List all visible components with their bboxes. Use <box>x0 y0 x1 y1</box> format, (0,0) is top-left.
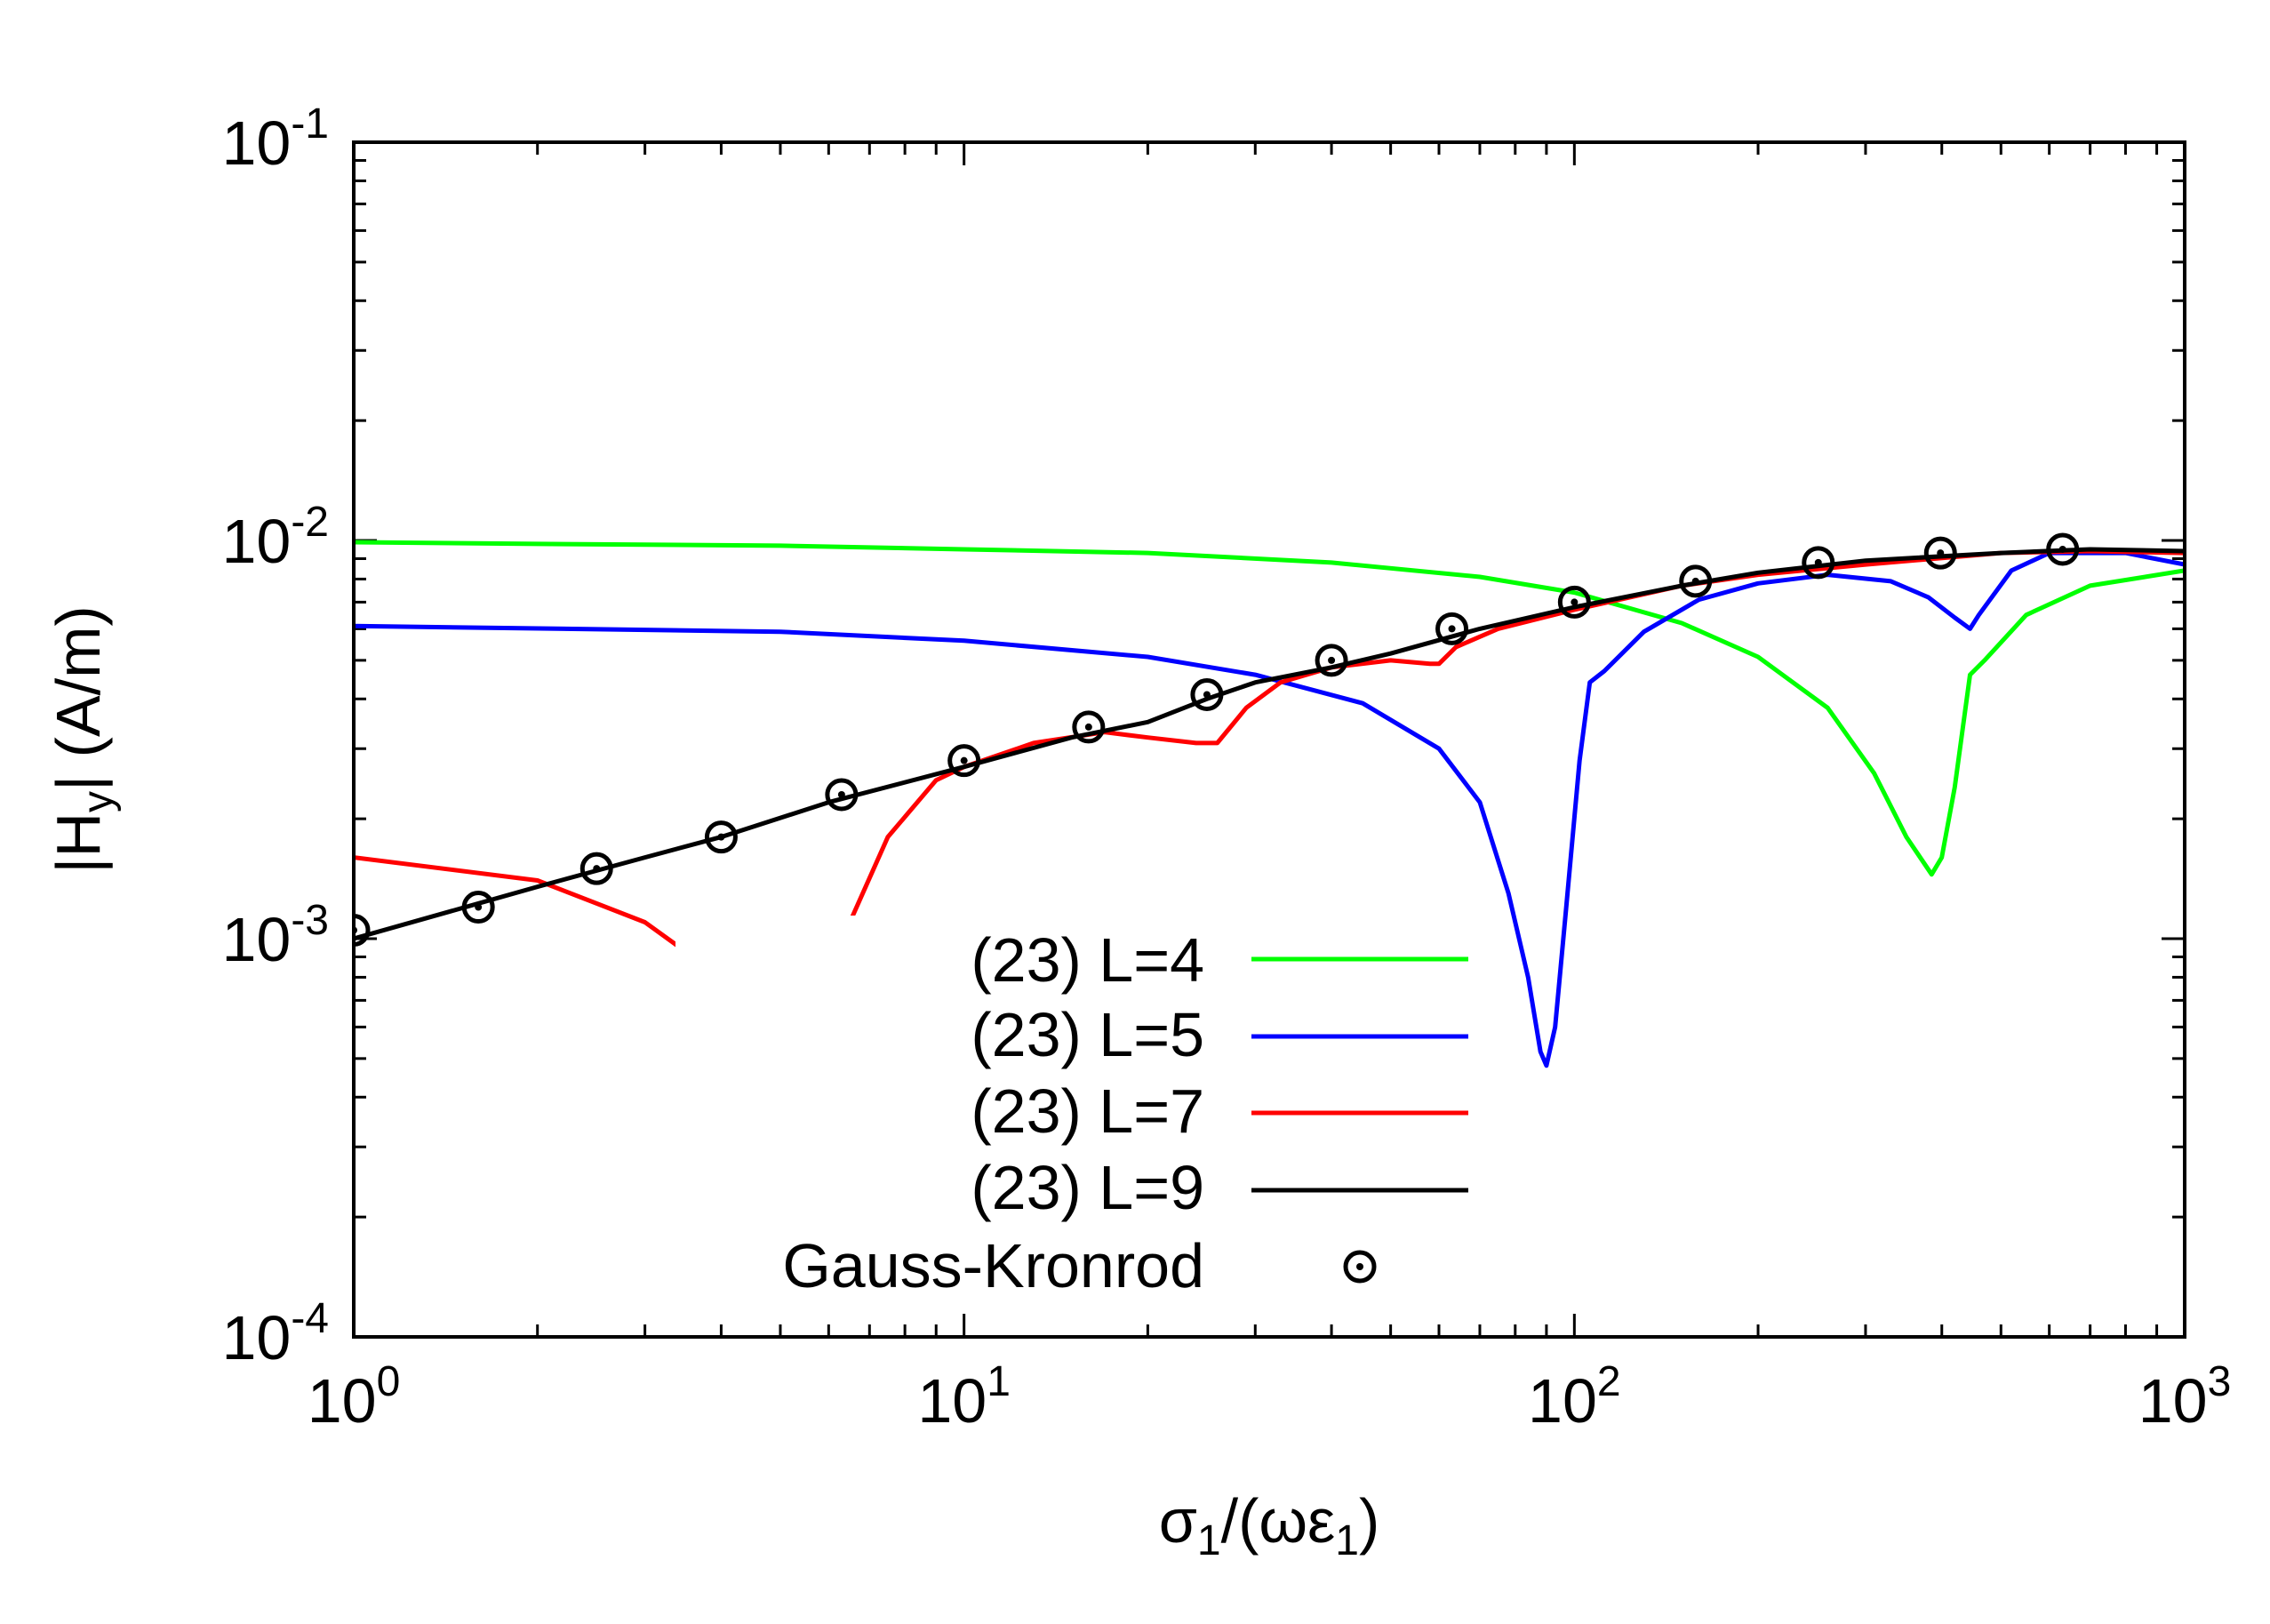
legend-label-l5: (23) L=5 <box>971 1000 1204 1069</box>
gauss-kronrod-marker <box>1435 612 1469 645</box>
legend-label-l4: (23) L=4 <box>971 925 1204 995</box>
series-line-0 <box>354 540 2185 877</box>
series-line-1 <box>354 550 2185 1068</box>
gauss-kronrod-marker-dot <box>1691 577 1699 585</box>
x-axis-label-mid: /(ωε <box>1221 1486 1336 1556</box>
x-axis-label: σ1/(ωε1) <box>1159 1486 1380 1564</box>
y-tick-label: 10-4 <box>221 1295 329 1372</box>
gauss-kronrod-marker <box>947 744 981 778</box>
gauss-kronrod-marker <box>1923 536 1957 570</box>
y-tick-label: 10-3 <box>221 897 329 974</box>
gauss-kronrod-marker <box>354 914 371 948</box>
gauss-kronrod-marker-dot <box>2058 545 2066 553</box>
gauss-kronrod-marker-dot <box>1084 723 1092 731</box>
gauss-kronrod-marker <box>1315 644 1348 677</box>
plot-frame <box>352 140 2186 1339</box>
gauss-kronrod-marker <box>2046 532 2080 566</box>
legend-label-l7: (23) L=7 <box>971 1076 1204 1146</box>
gauss-kronrod-marker <box>704 820 738 854</box>
gauss-kronrod-marker <box>1557 585 1591 619</box>
y-axis-label-post: | (A/m) <box>44 605 113 791</box>
gauss-kronrod-marker-dot <box>1937 549 1945 557</box>
gauss-kronrod-marker <box>1802 546 1835 580</box>
legend-label-l9: (23) L=9 <box>971 1153 1204 1222</box>
x-axis-label-sub2: 1 <box>1335 1517 1359 1564</box>
y-axis-label-sub: y <box>75 791 122 812</box>
tick-labels: 100 101 102 103 10-4 10-3 10-2 10-1 <box>221 100 2231 1436</box>
x-tick-label: 103 <box>2138 1358 2232 1436</box>
gauss-kronrod-marker-dot <box>717 833 725 841</box>
y-tick-label: 10-1 <box>221 100 329 178</box>
gauss-kronrod-marker-dot <box>475 903 483 911</box>
x-axis-label-main: σ <box>1159 1486 1197 1556</box>
gauss-kronrod-marker-dot <box>837 790 845 798</box>
gauss-kronrod-marker-dot <box>960 756 968 764</box>
y-axis-label-pre: |H <box>44 812 113 874</box>
gauss-kronrod-marker-dot <box>1328 656 1336 664</box>
legend-label-gauss-kronrod: Gauss-Kronrod <box>782 1231 1204 1300</box>
x-axis-label-end: ) <box>1359 1486 1379 1556</box>
axis-ticks <box>352 142 2185 1339</box>
legend-marker-gauss-kronrod-dot <box>1356 1263 1363 1270</box>
gauss-kronrod-marker-dot <box>1814 558 1822 566</box>
gauss-kronrod-marker <box>579 852 613 885</box>
gauss-kronrod-marker <box>1679 564 1713 598</box>
gauss-kronrod-marker-dot <box>1571 598 1579 606</box>
x-tick-label: 101 <box>917 1358 1011 1436</box>
gauss-kronrod-marker-dot <box>593 865 601 873</box>
gauss-kronrod-marker <box>1190 677 1224 711</box>
legend-marker-gauss-kronrod <box>1343 1250 1377 1284</box>
x-tick-label: 102 <box>1528 1358 1621 1436</box>
series-line-3 <box>354 547 2185 941</box>
gauss-kronrod-marker <box>825 778 859 812</box>
y-axis-label: |Hy| (A/m) <box>44 605 122 873</box>
gauss-kronrod-marker-dot <box>1203 691 1211 699</box>
gauss-kronrod-marker <box>461 891 495 924</box>
gauss-kronrod-marker <box>1072 710 1106 744</box>
x-tick-label: 100 <box>308 1358 401 1436</box>
y-tick-label: 10-2 <box>221 499 329 576</box>
gauss-kronrod-marker-dot <box>1448 625 1456 633</box>
x-axis-label-sub1: 1 <box>1197 1517 1221 1564</box>
legend: (23) L=4 (23) L=5 (23) L=7 (23) L=9 Gaus… <box>675 916 1475 1307</box>
